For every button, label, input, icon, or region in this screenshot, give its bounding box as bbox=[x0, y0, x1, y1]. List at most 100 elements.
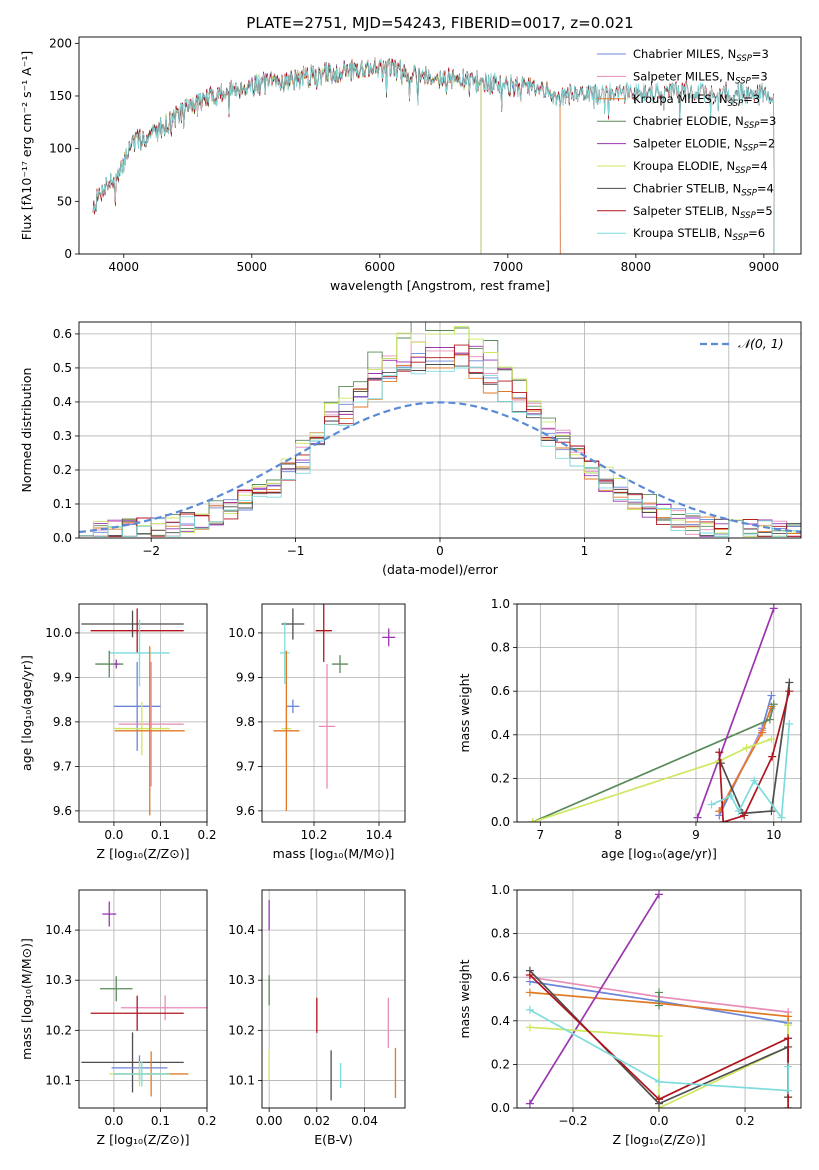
x-tick-label: 0.1 bbox=[151, 1114, 170, 1128]
x-tick-label: 0.1 bbox=[151, 828, 170, 842]
weight-marker-c2 bbox=[758, 728, 767, 737]
y-tick-label: 0 bbox=[64, 247, 72, 261]
y-tick-label: 0.5 bbox=[53, 361, 72, 375]
legend-entry: Chabrier ELODIE, NSSP=3 bbox=[633, 114, 776, 131]
weight-marker-c8 bbox=[784, 1062, 793, 1071]
y-tick-label: 0.1 bbox=[53, 497, 72, 511]
y-tick-label: 10.3 bbox=[228, 973, 255, 987]
x-axis-label: age [log₁₀(age/yr)] bbox=[601, 846, 717, 861]
weight-line-c6 bbox=[720, 682, 791, 815]
x-tick-label: 0.04 bbox=[351, 1114, 378, 1128]
frame-weight_vs_Z bbox=[516, 889, 802, 1109]
weight-marker-c8 bbox=[785, 719, 794, 728]
y-tick-label: 10.4 bbox=[45, 923, 72, 937]
x-axis-label: (data-model)/error bbox=[382, 562, 499, 577]
plot-area-age_vs_Z bbox=[81, 608, 185, 816]
legend-sub: SSP bbox=[736, 54, 752, 64]
spectrum-line-c8 bbox=[92, 58, 775, 254]
y-tick-label: 9.7 bbox=[236, 759, 255, 773]
legend-suffix: =3 bbox=[751, 69, 768, 83]
y-tick-label: 0.8 bbox=[491, 927, 510, 941]
x-tick-label: 10 bbox=[766, 828, 781, 842]
frame-mass_vs_ebv bbox=[261, 889, 406, 1109]
x-tick-label: 0.2 bbox=[197, 1114, 216, 1128]
weight-marker-c6 bbox=[767, 807, 776, 816]
frame-residuals bbox=[78, 321, 802, 539]
y-tick-label: 0.4 bbox=[53, 395, 72, 409]
panels: 4000 5000 6000 7000 8000 9000050100150200wave… bbox=[19, 36, 802, 1147]
weight-line-c4 bbox=[696, 608, 775, 818]
legend-residuals: 𝒩(0, 1) bbox=[700, 336, 784, 351]
weight-marker-c8 bbox=[707, 800, 716, 809]
y-tick-label: 9.6 bbox=[53, 804, 72, 818]
x-axis-label: wavelength [Angstrom, rest frame] bbox=[330, 278, 550, 293]
weight-marker-c5 bbox=[784, 1021, 793, 1030]
x-tick-label: 7000 bbox=[493, 260, 524, 274]
x-tick-label: 0.00 bbox=[256, 1114, 283, 1128]
y-tick-label: 0.6 bbox=[491, 970, 510, 984]
y-tick-label: 10.4 bbox=[228, 923, 255, 937]
panel-mass_vs_ebv: 0.00 0.02 0.04 10.1 10.2 10.3 10.4 E(B-V) bbox=[228, 889, 406, 1147]
weight-marker-c5 bbox=[655, 1032, 663, 1041]
x-axis-label: Z [log₁₀(Z/Z⊙)] bbox=[97, 1132, 190, 1147]
y-tick-label: 0.3 bbox=[53, 429, 72, 443]
histogram-c5 bbox=[79, 326, 801, 537]
y-tick-label: 200 bbox=[49, 36, 72, 50]
x-axis-label: E(B-V) bbox=[314, 1132, 353, 1147]
axes-frame bbox=[261, 603, 406, 823]
y-tick-label: 9.9 bbox=[236, 670, 255, 684]
weight-marker-c7 bbox=[525, 971, 534, 980]
frame-spectrum bbox=[78, 36, 802, 255]
weight-marker-c5 bbox=[528, 818, 537, 822]
y-tick-label: 1.0 bbox=[491, 597, 510, 611]
plot-area-weight_vs_Z bbox=[525, 890, 793, 1108]
x-tick-label: 5000 bbox=[237, 260, 268, 274]
plot-area-mass_vs_Z bbox=[81, 901, 207, 1097]
y-tick-label: 10.1 bbox=[228, 1073, 255, 1087]
x-tick-label: 0.2 bbox=[197, 828, 216, 842]
histogram-c1 bbox=[79, 341, 801, 537]
y-tick-label: 10.0 bbox=[45, 626, 72, 640]
legend-entry: Kroupa STELIB, NSSP=6 bbox=[633, 226, 765, 243]
legend-entry: Salpeter MILES, NSSP=3 bbox=[633, 69, 768, 86]
x-tick-label: 0.2 bbox=[736, 1114, 755, 1128]
legend-suffix: =3 bbox=[752, 47, 769, 61]
y-tick-label: 0.6 bbox=[53, 327, 72, 341]
weight-marker-c4 bbox=[655, 890, 663, 899]
panel-residuals: −2 −1 0 1 2 0.0 0.1 0.2 0.3 0.4 0.5 0.6 (data-model)… bbox=[19, 321, 802, 577]
x-tick-label: 7 bbox=[537, 828, 545, 842]
y-tick-label: 10.1 bbox=[45, 1073, 72, 1087]
weight-marker-c0 bbox=[767, 691, 776, 700]
legend-sub: SSP bbox=[743, 144, 759, 154]
axes-frame bbox=[78, 36, 802, 255]
x-tick-label: 2 bbox=[725, 544, 733, 558]
x-axis-label: Z [log₁₀(Z/Z⊙)] bbox=[97, 846, 190, 861]
legend-suffix: =4 bbox=[757, 181, 774, 195]
weight-marker-c6 bbox=[785, 678, 794, 687]
weight-marker-c7 bbox=[740, 811, 749, 820]
weight-marker-c8 bbox=[726, 791, 735, 800]
panel-weight_vs_Z: −0.2 0.0 0.2 0.0 0.2 0.4 0.6 0.8 1.0 Z [log₁₀(Z/Z… bbox=[457, 883, 802, 1147]
plot-area-residuals bbox=[79, 322, 801, 537]
x-tick-label: 8 bbox=[614, 828, 622, 842]
legend-entry: Chabrier STELIB, NSSP=4 bbox=[633, 181, 774, 198]
weight-marker-c7 bbox=[785, 687, 794, 696]
panel-spectrum: 4000 5000 6000 7000 8000 9000 0 50 100 150 200 wave… bbox=[19, 36, 802, 293]
y-tick-label: 10.3 bbox=[45, 973, 72, 987]
y-axis-label: Flux [fλ10⁻¹⁷ erg cm⁻² s⁻¹ A⁻¹] bbox=[19, 51, 34, 240]
y-tick-label: 1.0 bbox=[491, 883, 510, 897]
y-tick-label: 0.2 bbox=[491, 1057, 510, 1071]
legend-suffix: =2 bbox=[758, 137, 775, 151]
y-tick-label: 0.8 bbox=[491, 641, 510, 655]
y-tick-label: 50 bbox=[57, 194, 72, 208]
weight-marker-c8 bbox=[734, 807, 743, 816]
legend-spectrum: Chabrier MILES, NSSP=3 Salpeter MILES, NS… bbox=[597, 47, 776, 243]
weight-marker-c3 bbox=[765, 715, 774, 724]
weight-marker-c7 bbox=[715, 748, 724, 757]
frame-age_vs_Z bbox=[78, 603, 208, 823]
y-tick-label: 10.2 bbox=[228, 1023, 255, 1037]
y-tick-label: 9.8 bbox=[53, 715, 72, 729]
frame-mass_vs_Z bbox=[78, 889, 208, 1109]
plot-area-mass_vs_ebv bbox=[268, 900, 397, 1101]
